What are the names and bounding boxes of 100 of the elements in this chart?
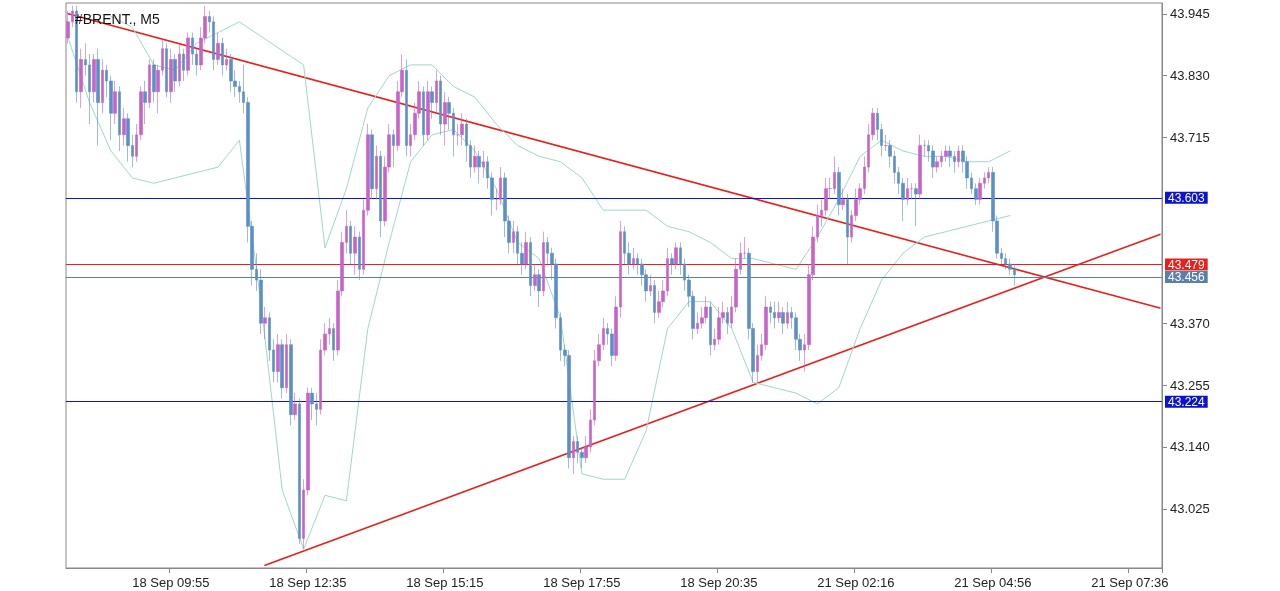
candlestick [276,333,280,383]
candlestick [537,269,541,308]
candlestick [96,48,100,146]
candlestick [122,107,126,146]
candlestick [169,48,173,103]
x-tick-label: 18 Sep 20:35 [680,575,758,590]
candlestick [837,166,841,216]
candlestick [482,150,485,179]
candlestick [370,129,374,200]
x-tick-label: 21 Sep 07:36 [1091,575,1169,590]
y-tick-label: 43.715 [1170,130,1210,146]
candlestick [906,177,909,206]
candlestick [289,339,293,426]
candlestick [533,263,537,292]
ref-line-label: 43.456 [1168,269,1206,284]
candlestick [298,398,301,545]
candlestick [781,306,785,335]
candlestick [310,387,314,421]
ref-line-label: 43.479 [1168,257,1206,272]
candlestick [777,301,781,324]
candlestick [632,247,635,270]
candlestick [221,37,224,76]
candlestick [332,322,335,362]
candlestick [443,91,447,146]
candlestick [126,113,130,163]
candlestick [263,306,267,340]
y-tick-label: 43.830 [1170,68,1210,84]
candlestick [978,177,982,206]
x-tick-label: 21 Sep 02:16 [817,575,895,590]
candlestick [439,75,442,136]
candlestick [512,220,515,254]
candlestick [529,236,532,297]
candlestick [435,69,438,114]
candlestick [165,43,168,98]
candlestick [405,59,408,157]
candlestick [923,139,926,157]
candlestick [353,226,357,276]
candlestick [743,236,746,259]
candlestick [422,86,425,146]
candlestick [572,435,575,475]
candlestick [392,129,395,168]
candlestick [92,53,96,103]
candlestick [477,150,481,184]
line-series [67,37,1011,550]
candlestick [143,80,147,125]
candlestick [66,10,70,44]
candlestick [709,301,712,356]
candlestick [833,156,836,195]
candlestick [148,59,151,109]
x-tick-label: 18 Sep 09:55 [132,575,210,590]
ref-line-label: 43.224 [1168,394,1206,409]
candlestick [358,231,361,281]
candlestick [726,306,729,335]
candlestick [375,145,378,200]
candlestick [178,43,181,87]
x-tick-label: 18 Sep 12:35 [269,575,347,590]
candlestick [186,32,190,76]
candlestick [542,231,545,297]
y-tick-label: 43.945 [1170,6,1210,22]
candlestick [670,252,674,276]
candlestick [524,231,528,270]
candlestick [349,220,352,265]
candlestick [152,59,156,103]
candlestick [567,349,571,469]
candlestick [910,182,913,200]
candlestick [773,301,776,329]
candlestick [280,339,284,399]
candlestick [118,86,121,152]
candlestick [473,145,477,173]
candlestick [884,134,888,152]
y-tick-label: 43.370 [1170,315,1210,331]
candlestick [430,86,434,119]
candlestick [653,279,656,324]
candlestick [426,80,430,141]
candlestick [460,113,464,146]
candlestick [674,242,678,270]
candlestick [957,145,960,168]
candlestick [285,333,288,394]
candlestick [293,392,297,421]
candlestick [841,188,845,211]
ref-line-label: 43.603 [1168,190,1206,205]
candlestick [786,301,789,329]
y-tick-label: 43.255 [1170,377,1210,393]
x-tick-label: 21 Sep 04:56 [954,575,1032,590]
candlestick [499,166,502,206]
candlestick [225,48,228,71]
candlestick [944,145,948,163]
y-tick-label: 43.140 [1170,439,1210,455]
candlestick [229,53,233,93]
candlestick [113,80,117,125]
candlestick [649,274,652,297]
x-tick-label: 18 Sep 15:15 [406,575,484,590]
candlestick [79,48,83,109]
candlestick [918,134,922,200]
candlestick [216,32,220,66]
candlestick [182,48,185,82]
candlestick [914,182,918,227]
candlestick [173,53,177,93]
y-tick-label: 43.025 [1170,501,1210,517]
candlestick [379,150,382,238]
